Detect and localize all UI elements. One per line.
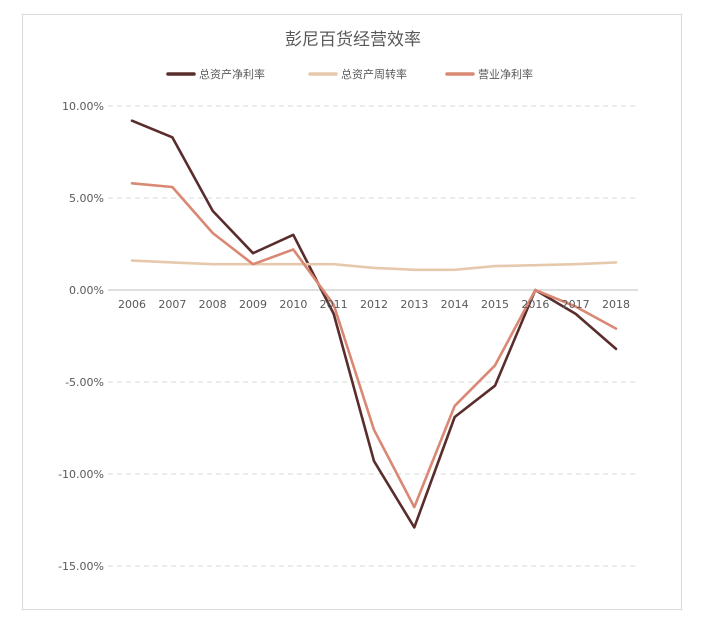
x-tick-label: 2011: [320, 298, 348, 311]
legend-label: 总资产周转率: [341, 67, 407, 81]
legend-label: 总资产净利率: [199, 67, 265, 81]
x-tick-label: 2012: [360, 298, 388, 311]
x-tick-label: 2009: [239, 298, 267, 311]
series-line: [130, 119, 618, 529]
x-tick-label: 2017: [562, 298, 590, 311]
x-tick-label: 2016: [521, 298, 549, 311]
chart-title: 彭尼百货经营效率: [285, 30, 421, 50]
x-tick-label: 2008: [199, 298, 227, 311]
x-tick-label: 2006: [118, 298, 146, 311]
chart-container: 彭尼百货经营效率 总资产净利率 总资产周转率 营业净利率 10.00% 5.00% 0.…: [22, 14, 682, 610]
x-axis-tick-labels: 2006 2007 2008 2009 2010 2011 2012 2013 2014 2015…: [118, 298, 630, 311]
series-lines: [130, 119, 618, 529]
x-tick-label: 2015: [481, 298, 509, 311]
y-tick-label: 10.00%: [62, 100, 104, 113]
legend: 总资产净利率 总资产周转率 营业净利率: [166, 67, 533, 81]
legend-label: 营业净利率: [478, 67, 533, 81]
x-tick-label: 2018: [602, 298, 630, 311]
legend-item: 营业净利率: [445, 67, 533, 81]
gridlines: [108, 105, 638, 567]
line-chart: 彭尼百货经营效率 总资产净利率 总资产周转率 营业净利率 10.00% 5.00% 0.…: [58, 30, 638, 573]
series-line: [130, 182, 618, 509]
y-tick-label: 5.00%: [69, 192, 104, 205]
legend-item: 总资产周转率: [308, 67, 407, 81]
y-tick-label: -5.00%: [65, 376, 104, 389]
legend-item: 总资产净利率: [166, 67, 265, 81]
y-tick-label: 0.00%: [69, 284, 104, 297]
y-tick-label: -15.00%: [58, 560, 104, 573]
y-tick-label: -10.00%: [58, 468, 104, 481]
y-axis-tick-labels: 10.00% 5.00% 0.00% -5.00% -10.00% -15.00%: [58, 100, 104, 573]
x-tick-label: 2007: [158, 298, 186, 311]
x-tick-label: 2010: [279, 298, 307, 311]
x-tick-label: 2014: [441, 298, 469, 311]
series-line: [130, 259, 618, 272]
x-tick-label: 2013: [400, 298, 428, 311]
